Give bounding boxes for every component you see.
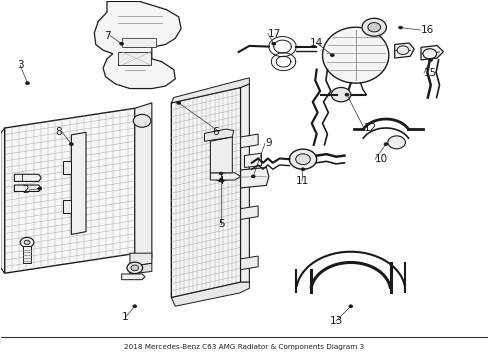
- Polygon shape: [204, 129, 233, 141]
- Polygon shape: [171, 282, 249, 306]
- Polygon shape: [122, 39, 156, 47]
- Circle shape: [251, 175, 255, 178]
- Circle shape: [127, 262, 142, 274]
- Text: 1: 1: [122, 312, 128, 322]
- Circle shape: [344, 93, 348, 96]
- Circle shape: [396, 46, 408, 54]
- Text: 7: 7: [103, 31, 110, 41]
- Polygon shape: [14, 174, 41, 181]
- Text: 4: 4: [217, 176, 224, 186]
- Text: 6: 6: [212, 127, 219, 136]
- Circle shape: [211, 166, 230, 181]
- Text: 11: 11: [295, 176, 308, 186]
- Text: 13: 13: [329, 316, 342, 325]
- Text: 17: 17: [267, 29, 281, 39]
- Polygon shape: [14, 185, 41, 192]
- Text: 8: 8: [55, 127, 61, 136]
- Text: 15: 15: [423, 68, 436, 78]
- Text: 9: 9: [264, 139, 271, 148]
- Circle shape: [131, 265, 139, 271]
- Polygon shape: [322, 27, 388, 83]
- Circle shape: [219, 172, 223, 175]
- Text: 3: 3: [17, 60, 23, 70]
- Polygon shape: [210, 173, 240, 180]
- Circle shape: [271, 42, 275, 45]
- Circle shape: [398, 26, 402, 29]
- Polygon shape: [71, 132, 86, 234]
- Circle shape: [176, 102, 180, 104]
- Circle shape: [301, 168, 305, 171]
- Text: 5: 5: [217, 219, 224, 229]
- Circle shape: [289, 149, 316, 169]
- Polygon shape: [240, 134, 258, 148]
- Polygon shape: [23, 246, 31, 263]
- Polygon shape: [62, 201, 71, 213]
- Circle shape: [422, 49, 436, 59]
- Polygon shape: [4, 108, 135, 273]
- Circle shape: [387, 136, 405, 149]
- Circle shape: [295, 154, 310, 165]
- Polygon shape: [244, 153, 261, 167]
- Circle shape: [120, 42, 123, 45]
- Circle shape: [330, 87, 350, 102]
- Circle shape: [428, 58, 432, 61]
- Circle shape: [133, 305, 137, 308]
- Text: 2: 2: [22, 185, 29, 195]
- Circle shape: [348, 305, 352, 308]
- Polygon shape: [62, 161, 71, 174]
- Polygon shape: [0, 128, 4, 273]
- Polygon shape: [171, 78, 249, 103]
- Circle shape: [216, 170, 225, 177]
- Text: 2018 Mercedes-Benz C63 AMG Radiator & Components Diagram 3: 2018 Mercedes-Benz C63 AMG Radiator & Co…: [124, 344, 364, 350]
- Polygon shape: [122, 274, 145, 280]
- Polygon shape: [135, 103, 152, 259]
- Polygon shape: [130, 253, 152, 267]
- Circle shape: [133, 114, 151, 127]
- Polygon shape: [210, 137, 232, 173]
- Circle shape: [367, 23, 380, 32]
- Polygon shape: [240, 167, 268, 188]
- Circle shape: [69, 143, 73, 145]
- Polygon shape: [420, 45, 443, 60]
- Circle shape: [20, 237, 34, 247]
- Circle shape: [383, 143, 387, 145]
- Text: 16: 16: [420, 25, 433, 35]
- Polygon shape: [118, 51, 151, 65]
- Polygon shape: [94, 1, 181, 89]
- Circle shape: [330, 54, 333, 57]
- Polygon shape: [130, 263, 152, 274]
- Text: 10: 10: [374, 154, 387, 164]
- Text: 14: 14: [309, 38, 323, 48]
- Polygon shape: [394, 43, 413, 58]
- Circle shape: [361, 18, 386, 36]
- Polygon shape: [171, 87, 240, 298]
- Circle shape: [38, 187, 41, 190]
- Polygon shape: [240, 206, 258, 220]
- Polygon shape: [240, 84, 249, 282]
- Circle shape: [24, 240, 30, 244]
- Circle shape: [25, 82, 29, 85]
- Text: 12: 12: [363, 123, 376, 133]
- Circle shape: [219, 179, 223, 181]
- Polygon shape: [240, 256, 258, 270]
